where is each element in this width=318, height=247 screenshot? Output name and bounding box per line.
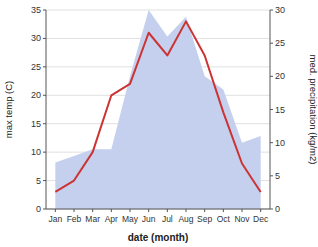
y2-tick-label: 30: [275, 5, 285, 15]
grid: [46, 10, 270, 209]
y-tick-label: 15: [31, 119, 41, 129]
x-tick: [130, 209, 131, 212]
x-tick: [186, 209, 187, 212]
temperature-line: [55, 21, 260, 192]
y2-axis-label: med. precipitation (kg/m2): [308, 55, 318, 165]
x-tick: [167, 209, 168, 212]
y-tick-label: 35: [31, 5, 41, 15]
y-axis-label: max temp (C): [3, 81, 14, 139]
y-tick: [43, 66, 46, 67]
x-tick: [242, 209, 243, 212]
y2-tick: [270, 43, 273, 44]
y-tick: [43, 10, 46, 11]
y2-tick-label: 15: [275, 105, 285, 115]
y2-tick: [270, 209, 273, 210]
plot-area: [55, 10, 260, 209]
x-tick: [92, 209, 93, 212]
chart: 0 5 10 15 20 25 30 35 0 5 10 15 20 25 30 Jan FebMar Apr Ma…: [0, 0, 318, 247]
y2-tick-label: 0: [275, 204, 280, 214]
y-tick: [43, 209, 46, 210]
x-tick-label: Jan: [48, 214, 62, 224]
y2-tick: [270, 76, 273, 77]
x-tick: [260, 209, 261, 212]
x-tick: [204, 209, 205, 212]
y2-tick-label: 25: [275, 38, 285, 48]
y-tick-label: 25: [31, 62, 41, 72]
y2-tick: [270, 109, 273, 110]
y-tick: [43, 152, 46, 153]
x-tick: [148, 209, 149, 212]
y-tick-label: 0: [36, 204, 41, 214]
x-tick: [55, 209, 56, 212]
y-tick: [43, 95, 46, 96]
y-tick-label: 20: [31, 90, 41, 100]
x-tick-label: Feb: [67, 214, 82, 224]
x-tick: [111, 209, 112, 212]
y2-tick-label: 20: [275, 71, 285, 81]
x-tick-label: Aug: [178, 214, 193, 224]
grid-line: [46, 10, 270, 11]
x-tick: [74, 209, 75, 212]
x-tick-label: Jul: [162, 214, 173, 224]
y-tick-label: 30: [31, 33, 41, 43]
y-tick-label: 10: [31, 147, 41, 157]
x-tick-label: Mar: [85, 214, 100, 224]
x-tick-label: May: [122, 214, 139, 224]
y2-tick: [270, 10, 273, 11]
x-axis-label: date (month): [128, 232, 189, 243]
x-tick-label: Apr: [105, 214, 118, 224]
axes: 0 5 10 15 20 25 30 35 0 5 10 15 20 25 30 Jan FebMar Apr Ma…: [3, 5, 318, 243]
y-tick: [43, 38, 46, 39]
y-axis-line: [46, 10, 47, 209]
y-tick: [43, 123, 46, 124]
precipitation-area: [55, 10, 260, 209]
x-axis-line: [46, 209, 270, 210]
y2-tick: [270, 175, 273, 176]
y2-tick-label: 10: [275, 138, 285, 148]
y2-tick: [270, 142, 273, 143]
x-tick: [223, 209, 224, 212]
y-tick: [43, 180, 46, 181]
x-tick-label: Dec: [253, 214, 269, 224]
x-tick-label: Oct: [217, 214, 231, 224]
y-tick-label: 5: [36, 176, 41, 186]
x-tick-label: Sep: [197, 214, 212, 224]
grid-line: [46, 209, 270, 210]
x-tick-label: Jun: [142, 214, 156, 224]
y2-tick-label: 5: [275, 171, 280, 181]
x-tick-label: Nov: [234, 214, 250, 224]
